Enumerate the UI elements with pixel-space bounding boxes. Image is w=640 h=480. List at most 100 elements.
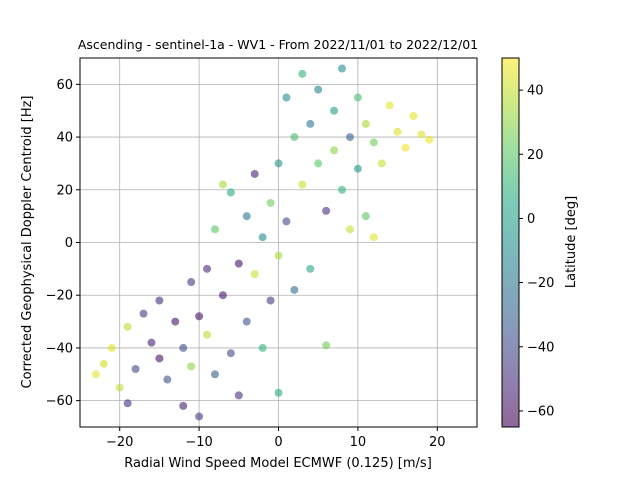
- scatter-point: [179, 343, 188, 352]
- scatter-point: [369, 138, 378, 147]
- chart-title: Ascending - sentinel-1a - WV1 - From 202…: [78, 37, 478, 52]
- y-tick-label: 20: [56, 183, 73, 198]
- x-axis-label: Radial Wind Speed Model ECMWF (0.125) [m…: [124, 456, 432, 471]
- scatter-point: [203, 264, 212, 273]
- scatter-point: [306, 119, 315, 128]
- x-ticks: −20 −10 0 10 20: [106, 427, 446, 450]
- x-tick-label: 20: [429, 435, 446, 450]
- colorbar-tick-label: 40: [527, 84, 544, 99]
- scatter-point: [314, 159, 323, 168]
- scatter-point: [234, 391, 243, 400]
- scatter-point: [195, 412, 204, 421]
- colorbar-tick-label: −60: [527, 404, 554, 419]
- scatter-point: [123, 322, 132, 331]
- scatter-point: [322, 341, 331, 350]
- colorbar: −60 −40 −20 0 20 40: [501, 57, 554, 428]
- scatter-point: [377, 159, 386, 168]
- scatter-point: [234, 259, 243, 268]
- scatter-point: [338, 185, 347, 194]
- scatter-point: [107, 343, 116, 352]
- scatter-point: [179, 401, 188, 410]
- scatter-point: [314, 85, 323, 94]
- colorbar-gradient: [502, 58, 519, 427]
- scatter-point: [242, 212, 251, 221]
- y-axis-label: Corrected Geophysical Doppler Centroid […: [20, 95, 35, 388]
- scatter-point: [210, 370, 219, 379]
- scatter-point: [210, 225, 219, 234]
- scatter-point: [155, 296, 164, 305]
- scatter-point: [218, 291, 227, 300]
- y-tick-label: 0: [65, 236, 73, 251]
- scatter-point: [345, 225, 354, 234]
- scatter-point: [258, 233, 267, 242]
- y-tick-label: 60: [56, 78, 73, 93]
- scatter-point: [369, 233, 378, 242]
- scatter-point: [123, 399, 132, 408]
- x-tick-label: −10: [185, 435, 212, 450]
- colorbar-ticks: −60 −40 −20 0 20 40: [519, 84, 554, 419]
- scatter-points: [91, 64, 434, 421]
- scatter-point: [171, 317, 180, 326]
- colorbar-label: Latitude [deg]: [564, 196, 579, 288]
- colorbar-frame: [501, 57, 520, 428]
- scatter-point: [250, 270, 259, 279]
- y-ticks: −60 −40 −20 0 20 40 60: [46, 78, 80, 409]
- scatter-point: [226, 349, 235, 358]
- scatter-point: [361, 212, 370, 221]
- scatter-point: [187, 278, 196, 287]
- x-tick-label: 10: [350, 435, 367, 450]
- scatter-point: [258, 343, 267, 352]
- scatter-point: [409, 111, 418, 120]
- scatter-point: [274, 159, 283, 168]
- scatter-point: [330, 106, 339, 115]
- scatter-point: [147, 338, 156, 347]
- scatter-point: [187, 362, 196, 371]
- scatter-point: [203, 330, 212, 339]
- scatter-point: [282, 93, 291, 102]
- grid: [80, 58, 477, 427]
- scatter-point: [330, 146, 339, 155]
- y-tick-label: 40: [56, 131, 73, 146]
- scatter-point: [425, 135, 434, 144]
- y-tick-label: −40: [46, 341, 73, 356]
- scatter-point: [250, 169, 259, 178]
- scatter-point: [91, 370, 100, 379]
- colorbar-tick-label: −40: [527, 340, 554, 355]
- scatter-point: [195, 312, 204, 321]
- scatter-point: [226, 188, 235, 197]
- x-tick-label: 0: [274, 435, 282, 450]
- scatter-point: [266, 198, 275, 207]
- x-tick-label: −20: [106, 435, 133, 450]
- scatter-point: [298, 69, 307, 78]
- scatter-point: [322, 206, 331, 215]
- scatter-point: [306, 264, 315, 273]
- scatter-point: [298, 180, 307, 189]
- plot-area: −20 −10 0 10 20 −60 −40 −20 0 20 40 60: [46, 57, 478, 450]
- colorbar-tick-label: −20: [527, 276, 554, 291]
- scatter-point: [353, 164, 362, 173]
- scatter-point: [155, 354, 164, 363]
- colorbar-tick-label: 0: [527, 212, 535, 227]
- scatter-point: [274, 388, 283, 397]
- scatter-point: [115, 383, 124, 392]
- scatter-point: [290, 133, 299, 142]
- colorbar-tick-label: 20: [527, 148, 544, 163]
- scatter-point: [266, 296, 275, 305]
- scatter-point: [282, 217, 291, 226]
- scatter-point: [163, 375, 172, 384]
- y-tick-label: −60: [46, 394, 73, 409]
- scatter-point: [274, 251, 283, 260]
- scatter-point: [131, 365, 140, 374]
- scatter-point: [345, 133, 354, 142]
- scatter-point: [139, 309, 148, 318]
- scatter-point: [361, 119, 370, 128]
- scatter-point: [242, 317, 251, 326]
- y-tick-label: −20: [46, 289, 73, 304]
- scatter-point: [417, 130, 426, 139]
- scatter-point: [290, 285, 299, 294]
- scatter-point: [353, 93, 362, 102]
- scatter-point: [401, 143, 410, 152]
- scatter-point: [385, 101, 394, 110]
- scatter-point: [393, 127, 402, 136]
